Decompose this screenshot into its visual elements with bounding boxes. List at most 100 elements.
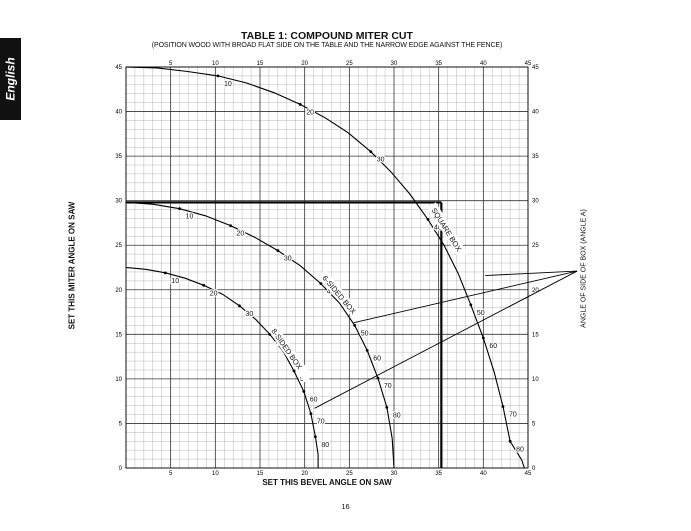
curve-2 [125,266,319,468]
y-tick-label-right: 40 [532,110,539,116]
curve-0 [125,66,525,469]
curve-point [469,303,473,307]
tick-labels: 5 5 10 10 15 15 20 20 25 25 30 30 35 35 40 40 45 45 5 5 10 10… [115,61,539,477]
curve-point [238,304,241,308]
y-tick-label-right: 15 [532,332,539,338]
curve-point-label: 80 [393,412,401,419]
curve-point-label: 70 [509,412,517,419]
language-tab: English [0,38,21,120]
pointer-line [353,270,578,324]
x-tick-label-bottom: 20 [301,471,308,477]
curve-point-label: 30 [284,256,292,263]
curve-point-label: 60 [489,343,497,350]
y-tick-label-left: 15 [115,332,122,338]
x-tick-label-top: 20 [301,61,308,67]
x-tick-label-bottom: 5 [169,471,173,477]
curve-point-label: 20 [237,231,245,238]
chart-subtitle: (POSITION WOOD WITH BROAD FLAT SIDE ON T… [151,42,503,49]
x-tick-label-bottom: 40 [480,471,487,477]
curve-point-label: 80 [516,446,524,453]
curve-name-background [267,323,313,383]
y-tick-label-right: 30 [532,199,539,205]
curve-name-background [427,202,468,259]
curve-point [292,369,296,373]
curve-point-label: 40 [327,289,335,296]
x-tick-label-top: 35 [435,61,442,67]
y-tick-label-right: 10 [532,377,539,383]
pointer-line [485,270,578,276]
grid [125,66,529,469]
curve-point [426,217,430,221]
y-tick-label-left: 35 [115,154,122,160]
x-tick-label-bottom: 15 [257,471,264,477]
y-tick-label-left: 45 [115,65,122,71]
y-tick-label-right: 20 [532,288,539,294]
y-tick-label-left: 20 [115,288,122,294]
example-lines [126,201,443,468]
y-tick-label-left: 25 [115,243,122,249]
curve-point-label: 50 [361,330,369,337]
x-tick-label-top: 40 [480,61,487,67]
chart-title: TABLE 1: COMPOUND MITER CUT [241,30,413,42]
origin-label-left: 0 [119,466,123,472]
curve-point [319,282,323,285]
x-tick-label-bottom: 10 [212,471,219,477]
curve-point-label: 70 [384,383,392,390]
origin-label-right: 0 [532,466,536,472]
x-tick-label-top: 5 [169,61,173,67]
curve-point-label: 10 [171,278,179,285]
curve-point [365,348,369,352]
curve-point-label: 60 [373,355,381,362]
curve-name-group: 8-SIDED BOX [267,323,313,383]
curve-point [313,435,317,439]
curve-point [385,406,389,409]
plot-frame [125,66,529,469]
curve-name-background [317,269,368,327]
curve-point-label: 40 [434,224,442,231]
curve-point [369,150,373,154]
curve-1 [125,201,395,469]
pointer-line [314,270,578,409]
curve-point-label: 10 [224,81,232,88]
curve-point [216,74,220,78]
curve-point [376,376,380,380]
curve-point [298,103,302,106]
y-tick-label-right: 5 [532,421,536,427]
page-number: 16 [341,502,350,511]
y-tick-label-left: 10 [115,377,122,383]
curve-point [302,389,306,393]
x-tick-label-top: 25 [346,61,353,67]
curve-point-label: 70 [317,419,325,426]
curve-point-label: 20 [210,290,218,297]
x-tick-label-bottom: 30 [391,471,398,477]
x-tick-label-bottom: 45 [525,471,532,477]
x-tick-label-top: 45 [525,61,532,67]
curve-point [481,336,485,340]
curve-point [508,439,512,443]
curve-point [229,224,232,228]
y-tick-label-left: 5 [119,421,123,427]
curve-point [163,271,167,275]
pointer-lines [314,270,578,409]
y-tick-label-right: 25 [532,243,539,249]
curve-point [309,412,313,416]
x-tick-label-top: 30 [391,61,398,67]
x-tick-label-top: 10 [212,61,219,67]
x-tick-label-top: 15 [257,61,264,67]
curve-point-label: 50 [477,310,485,317]
curve-point-label: 30 [377,157,385,164]
curve-point-label: 80 [321,442,329,449]
x-axis-label: SET THIS BEVEL ANGLE ON SAW [262,478,392,487]
curve-point [353,324,357,327]
y-tick-label-left: 30 [115,199,122,205]
curve-point [202,283,206,287]
x-tick-label-bottom: 25 [346,471,353,477]
x-tick-label-bottom: 35 [435,471,442,477]
y-tick-label-right: 35 [532,154,539,160]
curve-name-group: 6-SIDED BOX [317,269,368,327]
curve-point [276,249,280,252]
curve-point-label: 30 [245,311,253,318]
curve-point [178,207,182,211]
